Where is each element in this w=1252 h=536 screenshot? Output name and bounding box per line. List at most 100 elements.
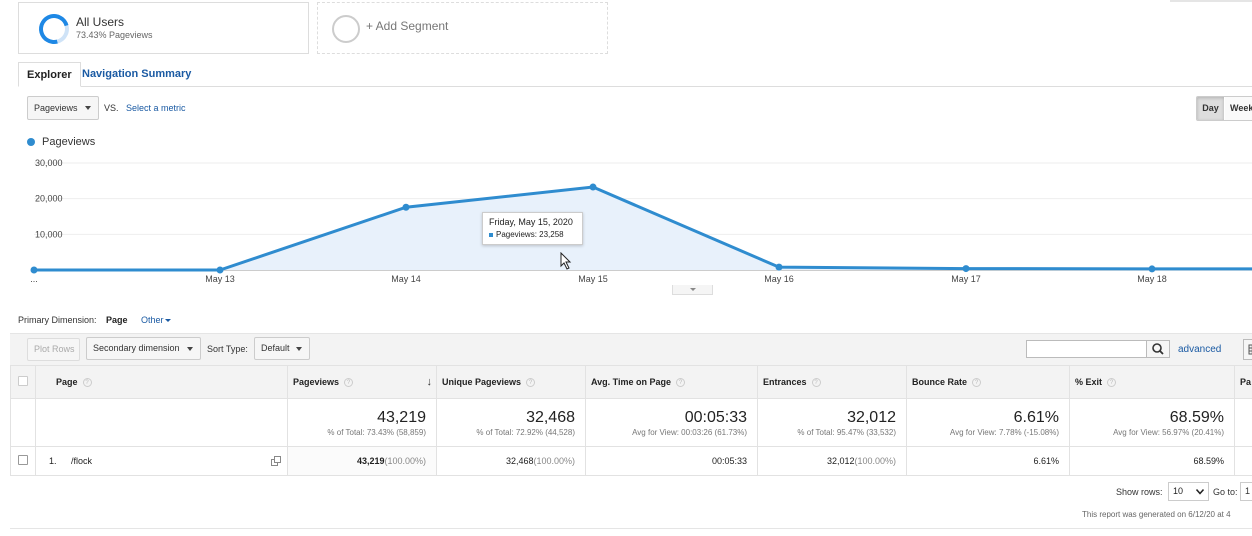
help-icon[interactable]: ? <box>676 378 686 388</box>
primary-dimension-page[interactable]: Page <box>106 315 128 325</box>
row-bounce: 6.61% <box>906 446 1070 476</box>
help-icon[interactable]: ? <box>1107 378 1117 388</box>
plot-rows-button[interactable]: Plot Rows <box>27 338 80 361</box>
total-exit: 68.59% Avg for View: 56.97% (20.41%) <box>1069 398 1235 447</box>
table-search-input[interactable] <box>1026 340 1147 358</box>
segment-name: All Users <box>76 15 125 29</box>
help-icon[interactable]: ? <box>82 378 92 388</box>
help-icon[interactable]: ? <box>811 378 821 388</box>
help-icon[interactable]: ? <box>526 378 536 388</box>
add-segment-label: + Add Segment <box>366 19 449 33</box>
sort-desc-icon: ↓ <box>426 376 433 388</box>
table-view-button[interactable] <box>1243 339 1252 360</box>
x-axis-ticks: ... May 13 May 14 May 15 May 16 May 17 May 18 <box>30 274 1167 284</box>
row-entrances-pct: (100.00%) <box>854 456 896 466</box>
row-page-link[interactable]: /flock <box>71 456 93 466</box>
col-unique-pageviews-label: Unique Pageviews <box>442 376 522 387</box>
total-avg-time: 00:05:33 Avg for View: 00:03:26 (61.73%) <box>585 398 758 447</box>
series-points <box>30 183 1156 274</box>
total-value: 43,219 <box>377 408 426 426</box>
row-select-cell[interactable] <box>10 446 36 476</box>
tab-explorer[interactable]: Explorer <box>18 62 81 87</box>
tooltip-date: Friday, May 15, 2020 <box>489 217 573 227</box>
show-rows-dropdown[interactable]: 10 <box>1168 482 1209 501</box>
show-rows-label: Show rows: <box>1116 487 1163 497</box>
chart-tooltip: Friday, May 15, 2020 Pageviews: 23,258 <box>482 212 583 245</box>
col-bounce-rate[interactable]: Bounce Rate? <box>906 365 1070 399</box>
help-icon[interactable]: ? <box>972 378 982 388</box>
sort-type-label: Sort Type: <box>207 344 248 354</box>
row-pageviews: 43,219(100.00%) <box>287 446 437 476</box>
segment-subtitle: 73.43% Pageviews <box>76 30 153 40</box>
total-sub: % of Total: 73.43% (58,859) <box>327 427 426 437</box>
table-header-row: Page? Pageviews? ↓ Unique Pageviews? Avg.… <box>10 365 1252 399</box>
x-tick-label: May 15 <box>578 274 608 284</box>
chart-collapse-button[interactable] <box>672 285 713 295</box>
data-point <box>402 203 410 211</box>
total-pageviews: 43,219% of Total: 73.43% (58,859) <box>287 398 437 447</box>
y-axis-ticks: 30,000 20,000 10,000 <box>35 158 63 239</box>
col-exit[interactable]: % Exit? <box>1069 365 1235 399</box>
y-tick-label: 30,000 <box>35 158 63 168</box>
row-checkbox[interactable] <box>18 455 28 465</box>
totals-truncated <box>1234 398 1252 447</box>
x-tick-label: May 14 <box>391 274 421 284</box>
series-line <box>34 185 1252 272</box>
total-value: 32,012 <box>847 408 896 426</box>
segment-all-users[interactable]: All Users 73.43% Pageviews <box>18 2 309 54</box>
y-tick-label: 20,000 <box>35 194 63 204</box>
search-button[interactable] <box>1146 340 1170 358</box>
chevron-down-icon <box>1196 489 1204 495</box>
metric-dropdown[interactable]: Pageviews <box>27 96 99 120</box>
advanced-filter-link[interactable]: advanced <box>1178 344 1222 355</box>
data-point <box>775 263 783 271</box>
week-button[interactable]: Week <box>1225 97 1252 120</box>
segment-ring-icon <box>33 8 75 50</box>
goto-input[interactable]: 1 <box>1240 482 1252 501</box>
row-exit: 68.59% <box>1069 446 1235 476</box>
day-button[interactable]: Day <box>1197 97 1224 120</box>
data-point <box>1148 265 1156 273</box>
select-all-checkbox[interactable] <box>18 376 28 386</box>
search-icon <box>1152 343 1164 355</box>
top-right-divider <box>1170 0 1252 2</box>
row-truncated <box>1234 446 1252 476</box>
tooltip-row: Pageviews: 23,258 <box>489 230 576 239</box>
col-entrances[interactable]: Entrances? <box>757 365 907 399</box>
col-pageviews[interactable]: Pageviews? ↓ <box>287 365 437 399</box>
add-segment-ring-icon <box>332 15 360 43</box>
legend-swatch <box>27 138 35 146</box>
open-page-icon[interactable] <box>271 456 281 466</box>
row-index: 1. <box>49 456 57 466</box>
chevron-down-icon <box>165 319 171 322</box>
primary-dimension-other[interactable]: Other <box>141 315 164 325</box>
col-pageviews-label: Pageviews <box>293 376 340 387</box>
col-avg-time[interactable]: Avg. Time on Page? <box>585 365 758 399</box>
row-avg-time: 00:05:33 <box>585 446 758 476</box>
sort-type-dropdown[interactable]: Default <box>254 337 310 360</box>
col-page-label: Page <box>56 376 78 387</box>
col-unique-pageviews[interactable]: Unique Pageviews? <box>436 365 586 399</box>
row-entrances-value: 32,012 <box>826 456 855 466</box>
total-sub: Avg for View: 56.97% (20.41%) <box>1113 427 1224 437</box>
row-entrances: 32,012(100.00%) <box>757 446 907 476</box>
row-pageviews-pct: (100.00%) <box>384 456 426 466</box>
table-row[interactable]: 1. /flock 43,219(100.00%) 32,468(100.00%… <box>10 446 1252 476</box>
x-tick-label: May 16 <box>764 274 794 284</box>
col-page[interactable]: Page? <box>35 365 288 399</box>
secondary-dimension-dropdown[interactable]: Secondary dimension <box>86 337 201 360</box>
x-tick-label: ... <box>30 274 38 284</box>
bottom-divider <box>10 528 1252 529</box>
total-unique: 32,468% of Total: 72.92% (44,528) <box>436 398 586 447</box>
chevron-down-icon <box>85 106 91 110</box>
col-avg-time-label: Avg. Time on Page <box>591 376 672 387</box>
select-metric-link[interactable]: Select a metric <box>126 103 186 113</box>
tab-navigation-summary[interactable]: Navigation Summary <box>82 68 192 80</box>
col-truncated[interactable]: Pa <box>1234 365 1252 399</box>
pageviews-chart[interactable]: 30,000 20,000 10,000 ... May 13 May 14 May 15… <box>0 150 1252 292</box>
help-icon[interactable]: ? <box>344 378 354 388</box>
report-table: Page? Pageviews? ↓ Unique Pageviews? Avg.… <box>10 365 1252 476</box>
select-all-cell[interactable] <box>10 365 36 399</box>
add-segment-button[interactable]: + Add Segment <box>317 2 608 54</box>
x-tick-label: May 18 <box>1137 274 1167 284</box>
